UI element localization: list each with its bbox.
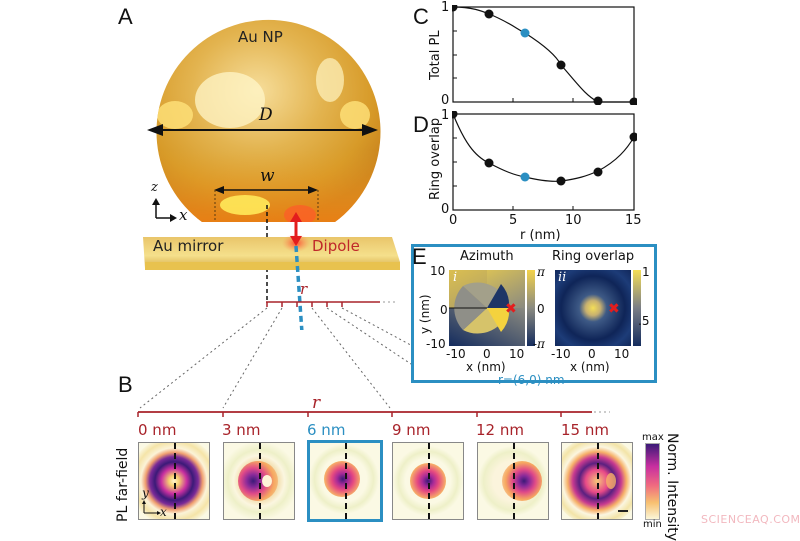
mirror-label: Au mirror [153,237,224,255]
axis-z-label: z [151,180,158,195]
offset-r-label-b: r [312,393,321,413]
d-xtick-0: 0 [449,213,458,228]
ring-overlap-map: ✖ [555,270,631,346]
pl-far-field-label: PL far-field [115,447,131,522]
b-colorbar [645,443,660,520]
d-xtick-5: 5 [509,213,518,228]
azimuth-colorbar [527,270,535,346]
chart-d-ring-overlap [452,111,637,211]
sub-i-numeral: i [453,270,458,285]
e-ii-xtick-neg10: -10 [551,347,571,361]
cbar-az-tick-pi: π [537,265,545,279]
cbar-ro-tick-half: .5 [638,314,650,328]
pos-label-0nm: 0 nm [138,421,177,439]
dipole-label: Dipole [312,237,360,255]
offset-axis [137,411,610,417]
e-caption: r=(6,0) nm [498,373,565,387]
b-cbar-max: max [642,432,664,443]
panel-b-label: B [118,372,133,397]
ring-overlap-title: Ring overlap [552,249,635,264]
au-np-label: Au NP [238,28,283,46]
e-ytick-10: 10 [430,264,446,278]
e-ii-x-axis-label: x (nm) [570,360,610,374]
projection-lines [139,307,421,409]
cbar-az-tick-0: 0 [537,302,545,316]
sub-ii-numeral: ii [558,270,567,285]
pos-label-15nm: 15 nm [561,421,609,439]
e-ytick-neg10: -10 [426,337,446,351]
cbar-ro-tick-1: 1 [642,265,650,279]
c-y-axis-label: Total PL [428,30,443,80]
cbar-az-tick-negpi: -π [533,337,545,351]
far-field-6nm [307,440,383,522]
offset-r-label-a: r [300,280,308,298]
e-i-xtick-neg10: -10 [446,347,466,361]
scale-bar [618,510,628,512]
far-field-15nm [561,442,633,520]
e-ii-xtick-10: 10 [614,347,630,361]
d-xtick-15: 15 [625,213,642,228]
b-axis-x-label: x [160,505,167,519]
d-ytick-0: 0 [441,202,450,217]
watermark: SCIENCEAQ.COM [701,513,800,526]
c-ytick-0: 0 [441,93,450,108]
b-cbar-min: min [643,519,662,530]
panel-c-label: C [413,4,429,29]
panel-a-label: A [118,4,133,29]
azimuth-map: ✖ [449,270,525,346]
svg-text:✖: ✖ [608,301,620,317]
pos-label-3nm: 3 nm [222,421,261,439]
e-i-xtick-10: 10 [509,347,525,361]
far-field-12nm [477,442,549,520]
d-ytick-1: 1 [441,108,450,123]
panel-e-label: E [412,244,427,269]
svg-text:✖: ✖ [505,301,517,317]
panel-d-label: D [413,112,429,137]
panel-a-illustration [143,19,400,330]
pos-label-12nm: 12 nm [476,421,524,439]
e-ii-xtick-0: 0 [588,347,596,361]
d-xtick-10: 10 [565,213,582,228]
d-y-axis-label: Ring overlap [428,117,443,200]
e-i-xtick-0: 0 [483,347,491,361]
d-x-axis-label: r (nm) [520,228,561,243]
c-ytick-1: 1 [441,0,450,15]
azimuth-title: Azimuth [460,249,514,264]
far-field-0nm [138,442,210,520]
b-axis-arrows [142,500,161,515]
ring-overlap-colorbar [633,270,641,346]
e-y-axis-label: y (nm) [418,294,432,334]
e-ytick-0: 0 [440,303,448,317]
diameter-label: D [259,105,273,125]
pos-label-9nm: 9 nm [392,421,431,439]
far-field-9nm [392,442,464,520]
chart-c-total-pl [452,5,637,105]
b-axis-y-label: y [142,486,149,500]
axis-x-label: x [179,206,188,224]
pos-label-6nm: 6 nm [307,421,346,439]
b-cbar-title: Norm. Intensity [664,433,680,541]
facet-width-label: w [260,166,275,186]
e-i-x-axis-label: x (nm) [466,360,506,374]
far-field-3nm [223,442,295,520]
